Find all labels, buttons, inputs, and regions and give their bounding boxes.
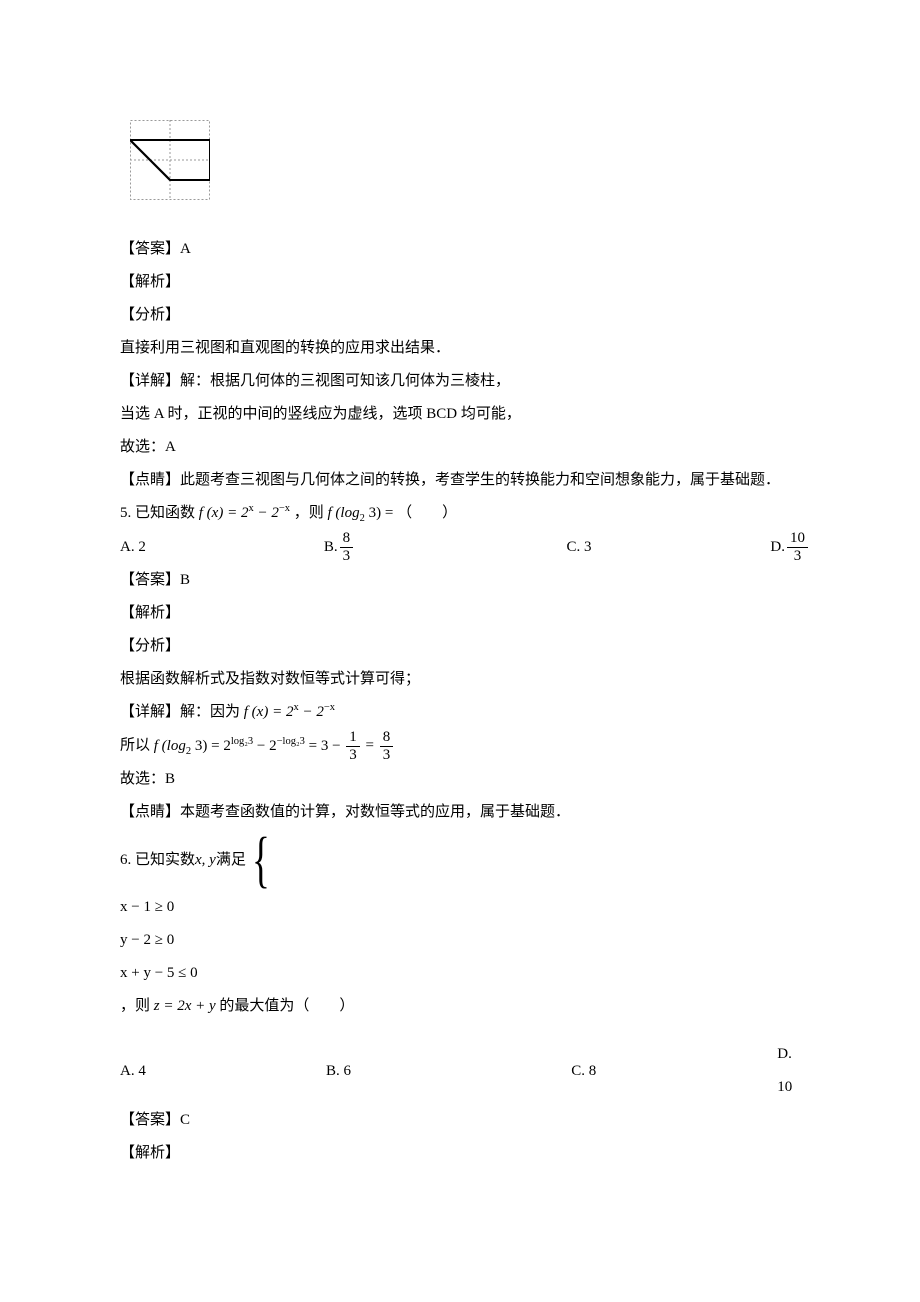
three-view-figure xyxy=(130,120,810,213)
q5-so-eq: = 3 − xyxy=(305,738,344,754)
q6-system: { xyxy=(246,829,278,891)
q5-jiexi: 【解析】 xyxy=(120,597,810,630)
q6-opt-b: B. 6 xyxy=(326,1055,571,1088)
q4-line1: 直接利用三视图和直观图的转换的应用求出结果． xyxy=(120,332,810,365)
q4-answer: 【答案】A xyxy=(120,233,810,266)
q6-jiexi: 【解析】 xyxy=(120,1137,810,1170)
q5-options: A. 2 B. 83 C. 3 D. 103 xyxy=(120,530,810,564)
q5-dianjing: 【点睛】本题考查函数值的计算，对数恒等式的应用，属于基础题． xyxy=(120,796,810,829)
q4-line2: 当选 A 时，正视的中间的竖线应为虚线，选项 BCD 均可能， xyxy=(120,398,810,431)
q5-e2: −x xyxy=(279,503,290,514)
q6-stem: 6. 已知实数 x, y 满足 { xyxy=(120,829,810,891)
q6-opt-d: D. 10 xyxy=(777,1038,810,1104)
q6-stem-pre: 6. 已知实数 xyxy=(120,844,195,877)
q5-d-num: 10 xyxy=(787,530,808,548)
q5-fx: f (x) = 2 xyxy=(199,505,249,521)
q6-c3: x + y − 5 ≤ 0 xyxy=(120,957,810,990)
q4-xiangjie: 【详解】解：根据几何体的三视图可知该几何体为三棱柱， xyxy=(120,365,810,398)
q5-fxmid: − 2 xyxy=(254,505,279,521)
q5-d-den: 3 xyxy=(787,548,808,565)
q5-xj-pre: 【详解】解：因为 xyxy=(120,704,244,720)
q5-so-f: f (log xyxy=(154,738,186,754)
q5-flog: f (log xyxy=(328,505,360,521)
q5-opt-d: D. 103 xyxy=(770,530,810,564)
q5-opt-c: C. 3 xyxy=(567,531,771,564)
q5-so-pre: 所以 xyxy=(120,738,154,754)
q5-so-f2d: 3 xyxy=(380,747,394,764)
q5-fenxi: 【分析】 xyxy=(120,630,810,663)
q5-xj-e2: −x xyxy=(324,702,335,713)
brace-icon: { xyxy=(252,829,270,891)
q5-stem-mid: ，则 xyxy=(290,505,328,521)
q5-stem: 5. 已知函数 f (x) = 2x − 2−x ，则 f (log2 3) =… xyxy=(120,497,810,530)
q5-xj-mid: − 2 xyxy=(299,704,324,720)
q6-options: A. 4 B. 6 C. 8 D. 10 xyxy=(120,1038,810,1104)
q5-b-num: 8 xyxy=(340,530,354,548)
q5-answer: 【答案】B xyxy=(120,564,810,597)
q6-z: z = 2x + y xyxy=(154,998,216,1014)
q5-so-eq2: = xyxy=(362,738,378,754)
q6-opt-a: A. 4 xyxy=(120,1055,326,1088)
q6-stem-post-a: ，则 xyxy=(120,998,154,1014)
q6-opt-c: C. 8 xyxy=(571,1055,777,1088)
q5-so-minus: − 2 xyxy=(253,738,276,754)
q5-flog-tail: 3) = （ ） xyxy=(365,505,457,521)
q5-so-exp2: −log₂3 xyxy=(277,736,305,747)
q6-stem-mid: 满足 xyxy=(216,844,246,877)
q5-so-f2n: 8 xyxy=(380,729,394,747)
q6-xy: x, y xyxy=(195,844,216,877)
q4-fenxi: 【分析】 xyxy=(120,299,810,332)
q5-opt-d-label: D. xyxy=(770,531,785,564)
q4-jiexi: 【解析】 xyxy=(120,266,810,299)
q6-c2: y − 2 ≥ 0 xyxy=(120,924,810,957)
q6-c1: x − 1 ≥ 0 xyxy=(120,891,810,924)
q5-so: 所以 f (log2 3) = 2log₂3 − 2−log₂3 = 3 − 1… xyxy=(120,729,810,763)
q5-b-den: 3 xyxy=(340,548,354,565)
q5-stem-pre: 5. 已知函数 xyxy=(120,505,199,521)
q5-fenxi-line: 根据函数解析式及指数对数恒等式计算可得； xyxy=(120,663,810,696)
q5-so-exp1: log₂3 xyxy=(231,736,253,747)
q5-so-f1n: 1 xyxy=(346,729,360,747)
q5-xj-fx: f (x) = 2 xyxy=(244,704,294,720)
q6-stem-post-b: 的最大值为（ ） xyxy=(219,998,354,1014)
q6-answer: 【答案】C xyxy=(120,1104,810,1137)
q4-line3: 故选：A xyxy=(120,431,810,464)
q5-xiangjie: 【详解】解：因为 f (x) = 2x − 2−x xyxy=(120,696,810,729)
q5-opt-b: B. 83 xyxy=(324,530,567,564)
q5-guxuan: 故选：B xyxy=(120,763,810,796)
q5-opt-b-label: B. xyxy=(324,531,338,564)
q4-dianjing: 【点睛】此题考查三视图与几何体之间的转换，考查学生的转换能力和空间想象能力，属于… xyxy=(120,464,810,497)
q5-so-mid: 3) = 2 xyxy=(191,738,231,754)
q5-so-f1d: 3 xyxy=(346,747,360,764)
q5-opt-a: A. 2 xyxy=(120,531,324,564)
